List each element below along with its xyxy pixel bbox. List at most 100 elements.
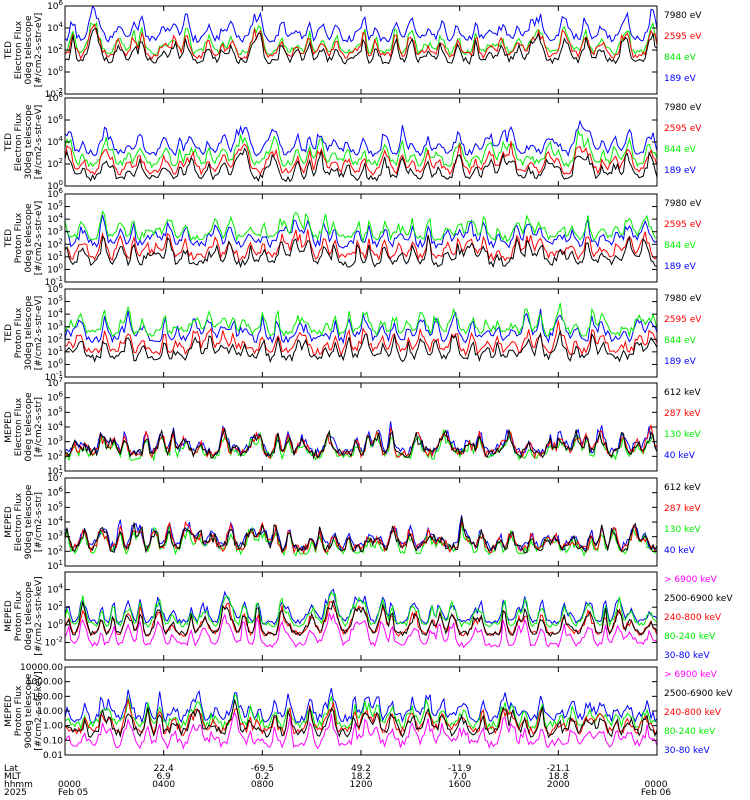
y-tick-label: 0.01 [43,751,63,761]
y-tick-label: 100 [47,179,63,192]
y-tick-label: 100 [47,357,63,370]
legend-entry: 130 keV [664,430,701,440]
panel-3-ylabel: Proton Flux [14,212,24,263]
y-tick-label: 104 [47,420,63,433]
y-tick-label: 104 [47,307,63,320]
panel-3-traces [65,210,657,269]
legend-entry: > 6900 keV [664,575,718,585]
panel-2-ylabel: Electron Flux [14,112,24,171]
y-tick-label: 102 [47,544,63,557]
panel-8-ylabel: [#/cm2-s-str-keV] [34,671,44,750]
legend-entry: 40 keV [664,546,696,556]
legend-entry: 30-80 keV [664,746,710,756]
panel-1-traces [65,6,657,65]
legend-entry: 287 keV [664,409,701,419]
xaxis-tick-value: 6.9 [157,772,172,782]
y-tick-label: 104 [47,515,63,528]
panel-4-ylabel: TED [4,324,14,343]
xaxis-tick-value: 1600 [448,780,471,790]
series-line-240-800-kev [65,697,657,737]
xaxis-tick-value: 22.4 [154,764,174,774]
series-line-189-ev [65,6,657,44]
panel-2-ylabel: [#/cm2-s-str-eV] [34,105,44,180]
y-tick-label: 106 [47,486,63,499]
y-tick-label: 1.00 [43,722,63,732]
y-tick-label: 10-2 [45,87,63,100]
series-line-2595-ev [65,23,657,60]
y-tick-label: 102 [47,449,63,462]
series-line-2595-ev [65,229,657,262]
panel-3-ylabel: 0deg telescope [24,203,34,273]
y-tick-label: 105 [47,200,63,213]
legend-entry: 189 eV [664,166,697,176]
series-line-7980-ev [65,147,657,183]
panel-1-ylabel: Electron Flux [14,20,24,79]
panel-5: MEPED Electron Flux 0deg telescope [#/cm2-s… [4,376,701,477]
y-tick-label: 106 [47,113,63,126]
y-tick-label: 100 [47,262,63,275]
y-tick-label: 101 [47,250,63,263]
xaxis-tick-value: -21.1 [547,764,570,774]
series-line-189-ev [65,119,657,158]
y-tick-label: 103 [47,225,63,238]
panel-6-ylabel: 90deg telescope [24,484,34,559]
panel-8-ylabel: Proton Flux [14,685,24,736]
legend-entry: 189 eV [664,262,697,272]
xaxis-tick-value: 0000 [58,780,81,790]
series-line-2595-ev [65,320,657,357]
series-line-7980-ev [65,28,657,65]
panel-8: MEPED Proton Flux 90deg telescope [#/cm2-s-… [4,663,733,761]
series-line--6900-kev [65,711,657,750]
y-tick-label: 105 [47,295,63,308]
panel-1-ylabel: [#/cm2-s-str-eV] [34,13,44,88]
y-tick-label: 10000.00 [20,663,63,673]
y-tick-label: 103 [47,530,63,543]
legend-entry: 2500-6900 keV [664,689,733,699]
legend-entry: 2595 eV [664,315,702,325]
panel-4-traces [65,302,657,364]
series-line-2500-6900-kev [65,699,657,739]
legend-entry: 189 eV [664,74,697,84]
legend-entry: 130 keV [664,525,701,535]
panel-1-ylabel: TED [4,41,14,60]
y-tick-label: 102 [47,600,63,613]
y-tick-label: 101 [47,464,63,477]
xaxis-tick-value: 2000 [547,780,570,790]
panel-1-ylabel: 0deg telescope [24,15,34,85]
y-tick-label: 103 [47,320,63,333]
panel-6-ylabel: MEPED [4,506,14,538]
legend-entry: 612 keV [664,388,701,398]
panel-5-traces [65,421,657,462]
xaxis-tick-value: 7.0 [453,772,468,782]
panel-7-ylabel: MEPED [4,600,14,632]
y-tick-label: 105 [47,405,63,418]
panel-2-ylabel: 30deg telescope [24,104,34,179]
y-tick-label: 106 [47,391,63,404]
xaxis-tick-value: Feb 06 [641,788,672,798]
panel-6-ylabel: Electron Flux [14,492,24,551]
legend-entry: > 6900 keV [664,670,718,680]
y-tick-label: 105 [47,500,63,513]
y-tick-label: 101 [47,559,63,572]
panel-8-ylabel: MEPED [4,695,14,727]
panel-4: TED Proton Flux 30deg telescope [#/cm2-s-st… [4,282,702,383]
panel-3: TED Proton Flux 0deg telescope [#/cm2-s-str… [4,187,702,288]
series-line-189-ev [65,214,657,250]
y-tick-label: 10-2 [45,635,63,648]
panel-3-ylabel: TED [4,229,14,248]
legend-entry: 80-240 keV [664,632,716,642]
legend-entry: 287 keV [664,504,701,514]
panel-6-ylabel: [#/cm2-s-str] [34,492,44,552]
xaxis-tick-value: 0000 [645,780,668,790]
series-line-80-240-kev [65,693,657,732]
y-tick-label: 100 [47,618,63,631]
panel-5-ylabel: 0deg telescope [24,392,34,462]
legend-entry: 612 keV [664,483,701,493]
panel-5-ylabel: MEPED [4,411,14,443]
y-tick-label: 106 [47,282,63,295]
series-line-2500-6900-kev [65,599,657,638]
series-line-40-kev [65,515,657,553]
legend-entry: 7980 eV [664,11,702,21]
